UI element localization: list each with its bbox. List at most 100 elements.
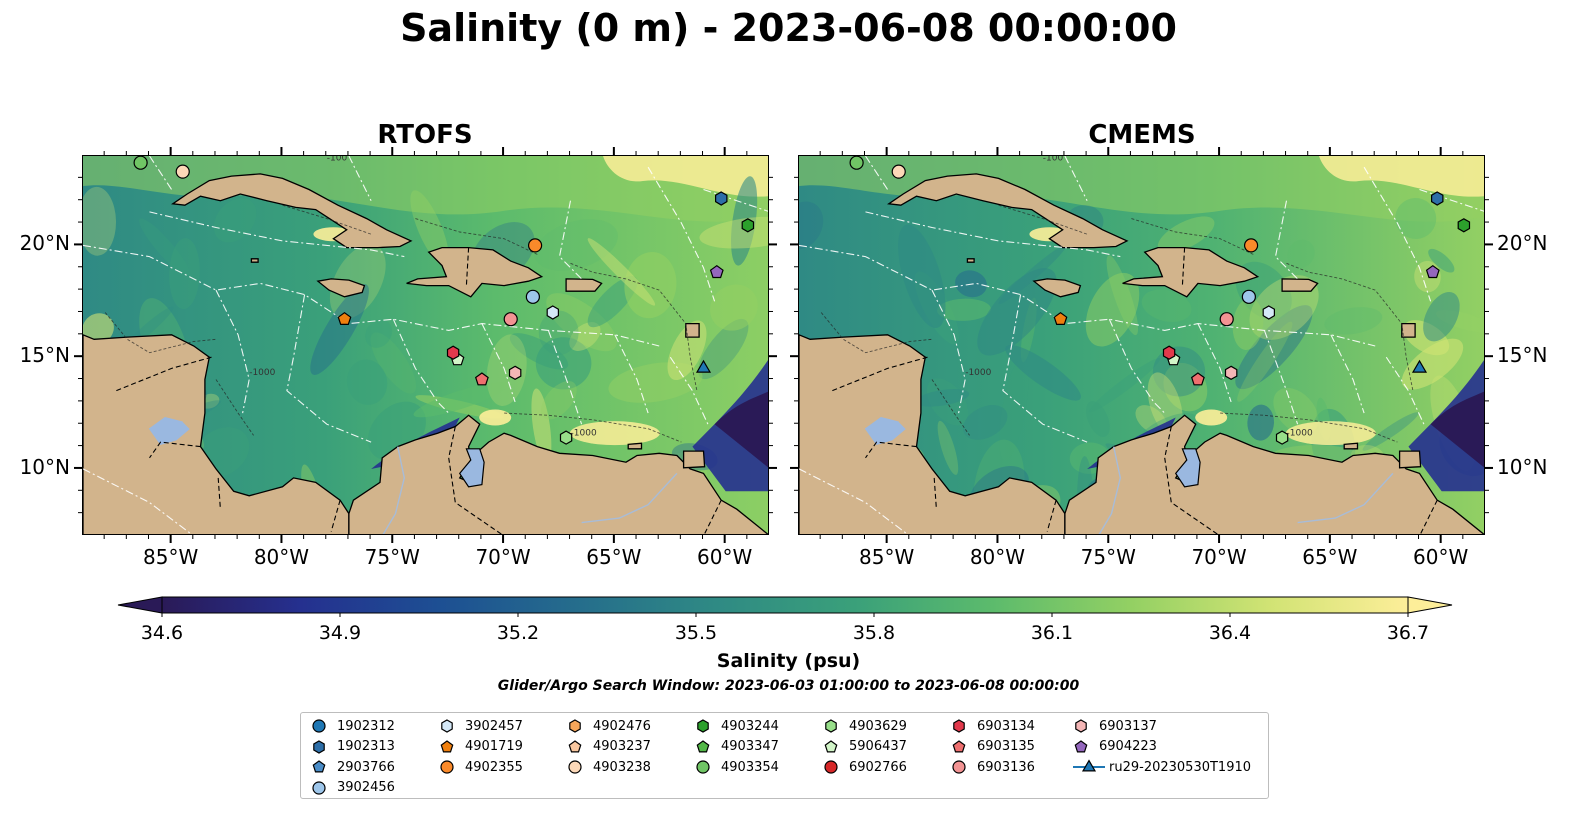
legend-marker — [440, 760, 454, 774]
eez-boundary — [83, 244, 660, 347]
legend-item: 3902456 — [311, 778, 395, 798]
marker-6904223 — [709, 264, 724, 279]
lon-tick-label: 70°W — [475, 545, 531, 569]
country-border — [330, 500, 341, 532]
lat-tick-label: 15°N — [19, 343, 70, 368]
colorbar-tick-label: 36.7 — [1386, 622, 1430, 644]
river-orinoco — [581, 472, 678, 524]
eez-boundary — [647, 166, 716, 302]
legend-item: 6904223 — [1073, 737, 1157, 757]
colorbar-tick-label: 36.1 — [1030, 622, 1074, 644]
legend-item: 4903244 — [695, 716, 779, 736]
legend-item: ru29-20230530T1910 — [1073, 757, 1251, 777]
colorbar-tick-label: 34.6 — [140, 622, 184, 644]
lon-tick-label: 85°W — [859, 545, 915, 569]
colorbar-tick-label: 35.5 — [674, 622, 718, 644]
legend-circle-icon — [696, 760, 710, 774]
legend-marker — [312, 719, 326, 733]
bathymetry-contour — [1220, 412, 1398, 443]
legend-marker — [569, 719, 581, 733]
land-central-america — [799, 334, 1066, 534]
country-border — [217, 477, 221, 510]
legend-label: 3902457 — [465, 718, 523, 734]
eez-boundary — [931, 289, 966, 414]
country-border — [933, 477, 937, 510]
lake-nicaragua — [864, 416, 906, 445]
marker-6903136 — [1219, 312, 1234, 327]
lon-tick-label: 85°W — [143, 545, 199, 569]
lake-maracaibo — [458, 448, 485, 488]
legend-circle-icon — [440, 760, 454, 774]
land-cuba — [886, 173, 1129, 249]
legend-marker — [1075, 719, 1087, 733]
eez-boundary — [1197, 323, 1232, 403]
lat-tick-label: 20°N — [19, 231, 70, 256]
eez-boundary — [669, 356, 709, 425]
legend-label: 6902766 — [849, 759, 907, 775]
marker-4903354 — [849, 156, 864, 170]
bathymetry-contour — [998, 204, 1088, 235]
legend-circle-icon — [952, 760, 966, 774]
legend-item: 4903237 — [567, 737, 651, 757]
lon-tick-label: 80°W — [253, 545, 310, 569]
colorbar — [117, 596, 1453, 617]
legend-marker — [441, 719, 453, 733]
country-border — [831, 356, 928, 392]
river-magdalena — [1098, 446, 1122, 534]
map-panel-cmems: -1000 -1000 -100 — [798, 155, 1485, 535]
land-hispaniola — [406, 246, 544, 298]
legend-hexagon-icon — [313, 739, 325, 754]
legend-label: 4903244 — [721, 718, 779, 734]
panel-title-cmems: CMEMS — [1088, 120, 1196, 150]
contour-label-100: -100 — [1043, 156, 1064, 163]
marker-4901719 — [337, 311, 352, 325]
land-guadeloupe — [1401, 322, 1416, 338]
legend-item: 6903136 — [951, 757, 1035, 777]
river-orinoco — [1297, 472, 1394, 524]
bathymetry-contour — [215, 379, 254, 436]
eez-boundary — [703, 188, 768, 212]
legend-hexagon-icon — [697, 719, 709, 733]
legend-marker — [696, 739, 710, 752]
legend-label: 4903238 — [593, 759, 651, 775]
country-border — [465, 247, 470, 286]
legend-label: 4902476 — [593, 718, 651, 734]
land-guadeloupe — [685, 322, 700, 338]
marker-3902457 — [1262, 305, 1275, 320]
legend-circle-icon — [568, 760, 582, 774]
bathymetry-contour — [931, 379, 970, 436]
country-border — [1046, 500, 1057, 532]
contour-label-1000: -1000 — [571, 428, 597, 438]
legend-item: 6903134 — [951, 716, 1035, 736]
colorbar-extend-high — [1407, 596, 1453, 614]
eez-boundary — [286, 294, 372, 443]
legend-label: 4903354 — [721, 759, 779, 775]
marker-6903135 — [1190, 372, 1205, 386]
bathymetry-contour — [820, 312, 933, 354]
marker-4903238 — [175, 164, 190, 179]
legend-line-marker-icon — [1073, 759, 1105, 772]
legend-marker — [313, 739, 325, 754]
legend-marker — [568, 739, 582, 752]
marker-6903136 — [503, 312, 518, 327]
legend-hexagon-icon — [825, 719, 837, 733]
lon-tick-label: 65°W — [586, 545, 642, 569]
marker-4902355 — [1243, 238, 1259, 253]
legend-label: 1902312 — [337, 718, 395, 734]
legend-circle-icon — [312, 780, 326, 795]
marker-4903244 — [741, 218, 755, 233]
land-cayman — [250, 258, 259, 263]
bathymetry-contour — [1286, 262, 1414, 391]
legend-label: ru29-20230530T1910 — [1109, 759, 1252, 775]
legend-hexagon-icon — [1075, 719, 1087, 733]
contour-label-1000: -1000 — [1287, 428, 1313, 438]
search-window-caption: Glider/Argo Search Window: 2023-06-03 01… — [497, 678, 1080, 694]
land-trinidad — [682, 450, 706, 469]
contour-label-100: -100 — [327, 156, 348, 163]
marker-4903238 — [891, 164, 906, 179]
land-margarita — [1343, 442, 1359, 450]
marker-3902456 — [1241, 289, 1256, 304]
land-margarita — [627, 442, 643, 450]
marker-6903135 — [474, 372, 489, 386]
legend-marker — [568, 760, 582, 774]
